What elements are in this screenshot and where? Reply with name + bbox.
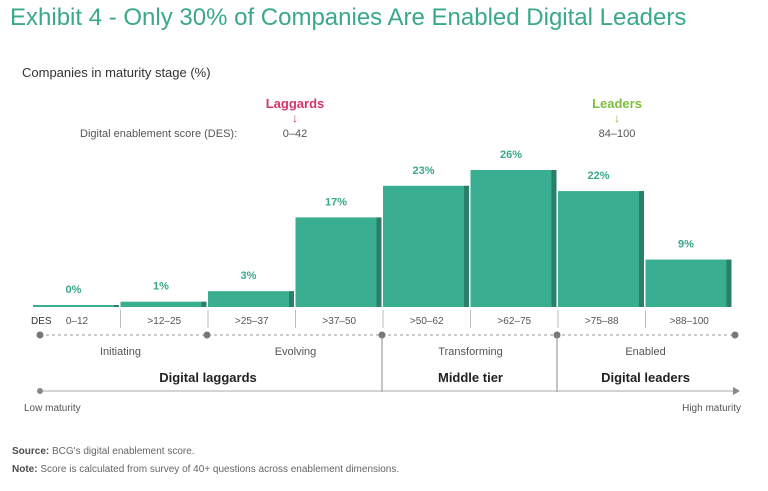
bar-side-4: [376, 217, 382, 307]
range-label-6: >62–75: [497, 316, 531, 327]
stage-dot-5: [731, 331, 739, 339]
stage-label-3: Transforming: [438, 346, 502, 358]
note-text: Score is calculated from survey of 40+ q…: [40, 464, 400, 475]
laggards-arrow-icon: ↓: [292, 111, 298, 125]
footer-source: Source: BCG's digital enablement score.: [12, 446, 195, 457]
tier-label-2: Middle tier: [438, 370, 503, 385]
range-label-8: >88–100: [670, 316, 710, 327]
bar-side-6: [551, 170, 557, 307]
high-maturity-label: High maturity: [682, 403, 741, 414]
bar-side-5: [464, 185, 469, 307]
low-maturity-label: Low maturity: [24, 403, 81, 414]
stage-label-4: Enabled: [625, 346, 665, 358]
axis-prefix-des: DES: [31, 316, 52, 327]
laggards-des-range: 0–42: [282, 128, 308, 140]
value-label-7: 22%: [587, 170, 609, 182]
bar-3: [208, 291, 294, 307]
bar-2: [120, 301, 207, 307]
laggards-marker: Laggards: [265, 96, 325, 111]
source-text: BCG's digital enablement score.: [52, 446, 195, 457]
range-label-1: 0–12: [66, 316, 89, 327]
value-label-5: 23%: [412, 165, 434, 177]
tier-label-1: Digital laggards: [159, 370, 257, 385]
value-label-4: 17%: [325, 196, 347, 208]
bar-5: [383, 185, 469, 307]
bar-1: [33, 305, 119, 307]
maturity-arrow-icon: [733, 387, 740, 395]
tier-label-3: Digital leaders: [601, 370, 690, 385]
leaders-des-range: 84–100: [598, 128, 636, 140]
maturity-axis-start-dot: [37, 388, 43, 394]
value-label-8: 9%: [678, 239, 694, 251]
range-label-7: >75–88: [585, 316, 619, 327]
stage-dot-2: [203, 331, 211, 339]
leaders-marker: Leaders: [592, 96, 642, 111]
range-label-2: >12–25: [147, 316, 181, 327]
bar-8: [645, 259, 732, 307]
source-label: Source:: [12, 446, 50, 457]
stage-label-1: Initiating: [100, 346, 141, 358]
value-label-2: 1%: [153, 281, 169, 293]
stage-label-2: Evolving: [275, 346, 317, 358]
bar-side-8: [726, 259, 732, 307]
value-label-6: 26%: [500, 149, 522, 161]
exhibit-title: Exhibit 4 - Only 30% of Companies Are En…: [10, 4, 687, 31]
stage-dot-1: [36, 331, 44, 339]
value-label-3: 3%: [241, 270, 257, 282]
note-label: Note:: [12, 464, 38, 475]
bar-side-3: [289, 291, 294, 307]
bar-side-2: [201, 301, 207, 307]
range-label-3: >25–37: [235, 316, 269, 327]
bar-side-1: [114, 305, 119, 307]
bar-7: [558, 191, 644, 307]
des-label: Digital enablement score (DES):: [80, 128, 238, 140]
leaders-arrow-icon: ↓: [614, 111, 620, 125]
value-label-1: 0%: [66, 284, 82, 296]
bar-side-7: [639, 191, 644, 307]
bar-4: [295, 217, 382, 307]
chart-subtitle: Companies in maturity stage (%): [22, 65, 211, 80]
footer-note: Note: Score is calculated from survey of…: [12, 464, 399, 475]
range-label-5: >50–62: [410, 316, 444, 327]
range-label-4: >37–50: [322, 316, 356, 327]
bar-6: [470, 170, 557, 307]
